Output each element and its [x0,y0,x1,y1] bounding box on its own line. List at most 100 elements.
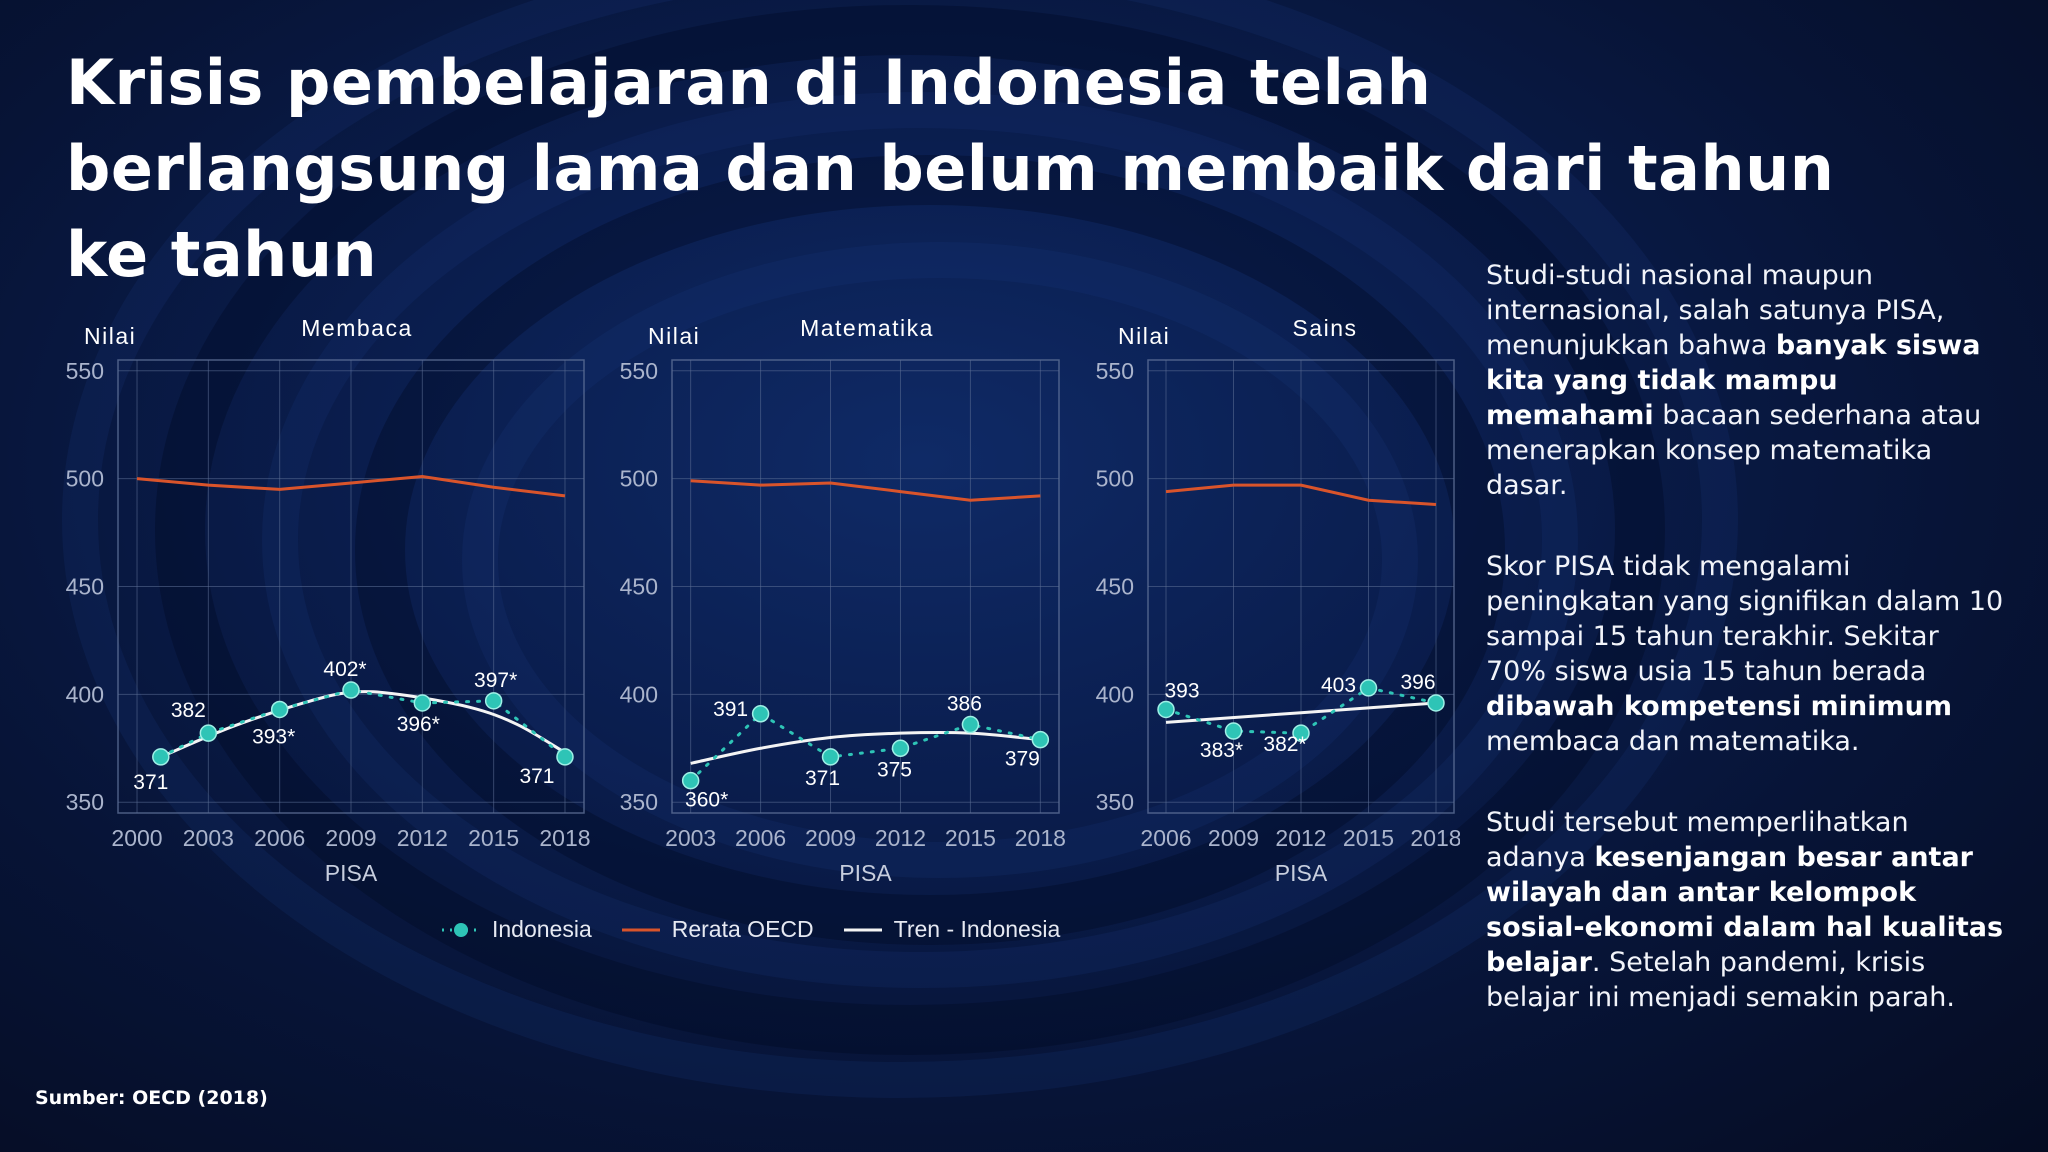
indonesia-trend-line [160,690,566,759]
data-label: 383* [1200,739,1243,762]
paragraph-emphasis: banyak siswa kita yang tidak mampu memah… [1486,330,1981,431]
indonesia-point [821,748,840,766]
oecd-average-line [690,479,1041,502]
y-tick-label: 500 [66,466,104,492]
indonesia-point [556,748,574,766]
chart-panel-sains: 350 400 450 500 550 2006 2009 2012 2015 2018 Sains… [1096,315,1460,886]
chart-panel-matematika: 350 400 450 500 550 2003 2006 2009 2012 2015 2018 M… [620,315,1066,886]
indonesia-point [484,692,503,710]
legend-key-oecd [621,928,660,931]
x-tick-label: 2018 [539,825,590,851]
y-axis-label: Nilai [1118,323,1170,349]
legend-item-oecd: Rerata OECD [620,916,814,943]
paragraph-2: Skor PISA tidak mengalami peningkatan ya… [1486,549,2006,759]
indonesia-point [1224,722,1243,740]
chart-legend: Indonesia Rerata OECD Tren - Indonesia [440,916,1088,943]
chart-title: Sains [1292,315,1357,341]
paragraph-text: Skor PISA tidak mengalami peningkatan ya… [1486,551,2004,687]
indonesia-point [891,739,910,758]
data-label: 393 [1164,679,1199,702]
paragraph-emphasis: dibawah kompetensi minimum [1486,691,1952,722]
indonesia-line [159,688,567,759]
y-tick-label: 500 [620,466,658,492]
x-axis-label: PISA [325,860,378,886]
indonesia-point [342,681,360,699]
data-label: 393* [252,725,295,748]
y-tick-label: 550 [66,358,104,384]
paragraph-text: Studi tersebut memperlihatkan adanya [1486,807,1909,873]
x-tick-label: 2003 [665,825,716,851]
x-tick-label: 2012 [875,825,926,851]
y-axis-label: Nilai [84,323,136,349]
chart-title: Matematika [800,315,934,341]
x-tick-label: 2015 [468,825,519,851]
data-label: 371 [805,767,840,790]
y-tick-label: 550 [620,358,658,384]
indonesia-point [961,715,980,734]
y-tick-label: 350 [620,789,658,815]
legend-key-trend [843,928,882,931]
data-label: 371 [519,765,554,788]
x-tick-label: 2006 [1140,825,1191,851]
x-tick-label: 2006 [254,825,305,851]
indonesia-point [413,694,432,712]
indonesia-point [152,748,170,766]
x-tick-label: 2009 [1208,825,1259,851]
indonesia-point [1427,694,1445,712]
data-label: 375 [877,758,912,781]
data-label: 402* [323,658,366,681]
indonesia-point [199,724,218,742]
x-tick-label: 2009 [805,825,856,851]
explanation-text: Studi-studi nasional maupun internasiona… [1486,258,2006,1061]
data-label: 403 [1321,674,1356,697]
indonesia-point [270,700,289,719]
data-label: 371 [133,771,168,794]
legend-key-indonesia [442,922,480,937]
data-label: 379 [1005,748,1040,771]
data-label: 391 [713,698,748,721]
indonesia-point [681,771,700,790]
data-label: 382 [171,699,206,722]
y-tick-label: 450 [66,574,104,600]
slide-title: Krisis pembelajaran di Indonesia telah b… [66,46,1835,291]
indonesia-point [1359,679,1378,697]
x-tick-label: 2006 [735,825,786,851]
x-tick-label: 2015 [1343,825,1394,851]
chart-title: Membaca [301,315,412,341]
data-label: 386 [947,693,982,716]
x-tick-label: 2018 [1410,825,1460,851]
oecd-average-line [136,474,566,498]
paragraph-text: membaca dan matematika. [1486,726,1860,757]
paragraph-emphasis: kesenjangan besar antar wilayah dan anta… [1486,842,2004,978]
y-tick-label: 450 [620,574,658,600]
source-note: Sumber: OECD (2018) [35,1087,268,1109]
data-label: 396 [1400,671,1435,694]
data-label: 396* [397,713,440,736]
legend-label-indonesia: Indonesia [492,916,592,942]
indonesia-line [1164,686,1438,735]
data-label: 397* [474,669,517,692]
paragraph-text: . Setelah pandemi, krisis belajar ini me… [1486,947,1955,1013]
indonesia-point [1031,730,1050,749]
x-tick-label: 2009 [325,825,376,851]
y-axis-label: Nilai [648,323,700,349]
paragraph-text: bacaan sederhana atau menerapkan konsep … [1486,400,1982,501]
y-tick-label: 350 [1096,789,1134,815]
pisa-charts: 350 400 450 500 550 2000 2003 2006 2009 2012 2015 2… [66,315,1460,886]
x-tick-label: 2000 [111,825,162,851]
x-tick-label: 2003 [183,825,234,851]
x-axis-label: PISA [1275,860,1328,886]
legend-label-oecd: Rerata OECD [671,916,814,942]
x-tick-label: 2018 [1015,825,1066,851]
indonesia-trend-line [1165,701,1437,724]
paragraph-text: Studi-studi nasional maupun internasiona… [1486,260,1945,361]
chart-panel-membaca: 350 400 450 500 550 2000 2003 2006 2009 2012 2015 2… [66,315,591,886]
data-label: 382* [1263,733,1306,756]
indonesia-point [751,705,770,723]
indonesia-trend-line [690,731,1041,765]
y-tick-label: 350 [66,789,104,815]
legend-item-indonesia: Indonesia [440,916,592,943]
y-tick-label: 550 [1096,358,1134,384]
y-tick-label: 450 [1096,574,1134,600]
y-tick-label: 400 [66,681,104,707]
